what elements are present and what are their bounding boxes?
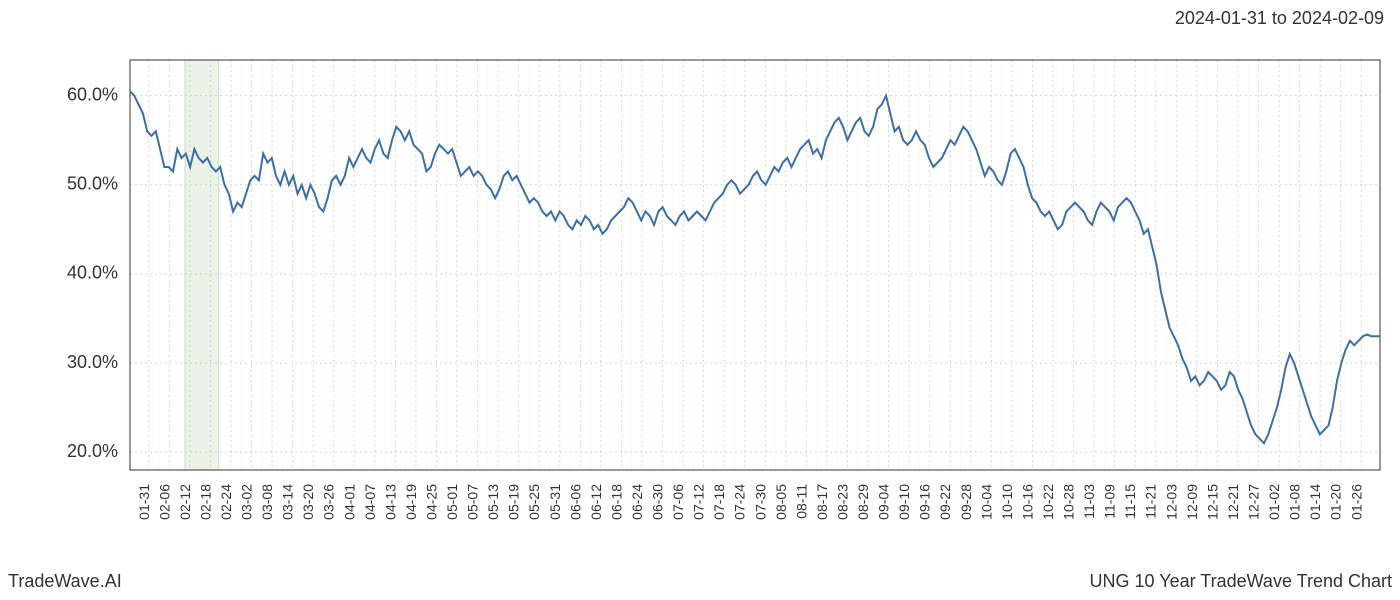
x-tick-label: 07-06: [670, 484, 686, 520]
x-tick-label: 09-04: [876, 484, 892, 520]
y-tick-label: 40.0%: [67, 263, 118, 283]
x-tick-label: 10-28: [1061, 484, 1077, 520]
x-tick-label: 06-30: [650, 484, 666, 520]
x-tick-label: 05-13: [485, 484, 501, 520]
x-tick-label: 08-17: [814, 484, 830, 520]
x-tick-label: 08-11: [793, 484, 809, 519]
x-tick-label: 03-26: [321, 484, 337, 520]
x-tick-label: 05-19: [506, 484, 522, 520]
x-tick-label: 02-12: [177, 484, 193, 520]
y-tick-label: 50.0%: [67, 174, 118, 194]
x-tick-label: 07-12: [691, 484, 707, 520]
x-tick-label: 04-07: [362, 484, 378, 520]
x-tick-label: 08-29: [855, 484, 871, 520]
x-tick-label: 05-25: [526, 484, 542, 520]
y-tick-label: 60.0%: [67, 84, 118, 104]
x-tick-label: 02-06: [156, 484, 172, 520]
x-tick-label: 11-03: [1081, 484, 1097, 519]
x-tick-label: 12-27: [1245, 484, 1261, 520]
brand-label: TradeWave.AI: [8, 571, 122, 592]
x-tick-label: 08-05: [773, 484, 789, 520]
x-tick-label: 12-15: [1204, 484, 1220, 520]
x-tick-label: 03-20: [300, 484, 316, 520]
x-tick-label: 09-16: [917, 484, 933, 520]
chart-title: UNG 10 Year TradeWave Trend Chart: [1090, 571, 1392, 592]
x-tick-label: 09-10: [896, 484, 912, 520]
x-tick-label: 01-02: [1266, 484, 1282, 520]
x-tick-label: 02-18: [197, 484, 213, 520]
x-tick-label: 09-22: [937, 484, 953, 520]
y-tick-label: 20.0%: [67, 441, 118, 461]
x-tick-label: 05-31: [547, 484, 563, 520]
x-tick-label: 04-13: [382, 484, 398, 520]
x-tick-label: 05-07: [465, 484, 481, 520]
x-tick-label: 04-19: [403, 484, 419, 520]
x-tick-label: 09-28: [958, 484, 974, 520]
x-tick-label: 12-03: [1163, 484, 1179, 520]
x-tick-label: 01-08: [1287, 484, 1303, 520]
x-tick-label: 11-21: [1143, 484, 1159, 519]
x-tick-label: 06-06: [567, 484, 583, 520]
x-tick-label: 10-22: [1040, 484, 1056, 520]
x-tick-label: 11-15: [1122, 484, 1138, 519]
x-tick-label: 03-08: [259, 484, 275, 520]
x-tick-label: 01-31: [136, 484, 152, 520]
x-tick-label: 06-18: [608, 484, 624, 520]
x-tick-label: 12-09: [1184, 484, 1200, 520]
x-tick-label: 10-10: [999, 484, 1015, 520]
x-tick-label: 07-24: [732, 484, 748, 520]
x-tick-label: 06-12: [588, 484, 604, 520]
y-tick-label: 30.0%: [67, 352, 118, 372]
x-tick-label: 06-24: [629, 484, 645, 520]
x-tick-label: 01-20: [1328, 484, 1344, 520]
x-tick-label: 01-26: [1348, 484, 1364, 520]
x-tick-label: 07-18: [711, 484, 727, 520]
x-tick-label: 01-14: [1307, 484, 1323, 520]
trend-chart: 20.0% 30.0% 40.0% 50.0% 60.0% 01-3102-06 02-12…: [0, 0, 1400, 560]
x-tick-label: 04-25: [423, 484, 439, 520]
x-tick-label: 07-30: [752, 484, 768, 520]
x-tick-label: 08-23: [834, 484, 850, 520]
x-tick-label: 11-09: [1102, 484, 1118, 519]
x-tick-label: 10-16: [1019, 484, 1035, 520]
x-tick-label: 10-04: [978, 484, 994, 520]
x-tick-label: 12-21: [1225, 484, 1241, 520]
x-tick-label: 02-24: [218, 484, 234, 520]
x-tick-label: 03-02: [239, 484, 255, 520]
x-tick-label: 04-01: [341, 484, 357, 520]
x-tick-label: 05-01: [444, 484, 460, 520]
x-tick-label: 03-14: [280, 484, 296, 520]
